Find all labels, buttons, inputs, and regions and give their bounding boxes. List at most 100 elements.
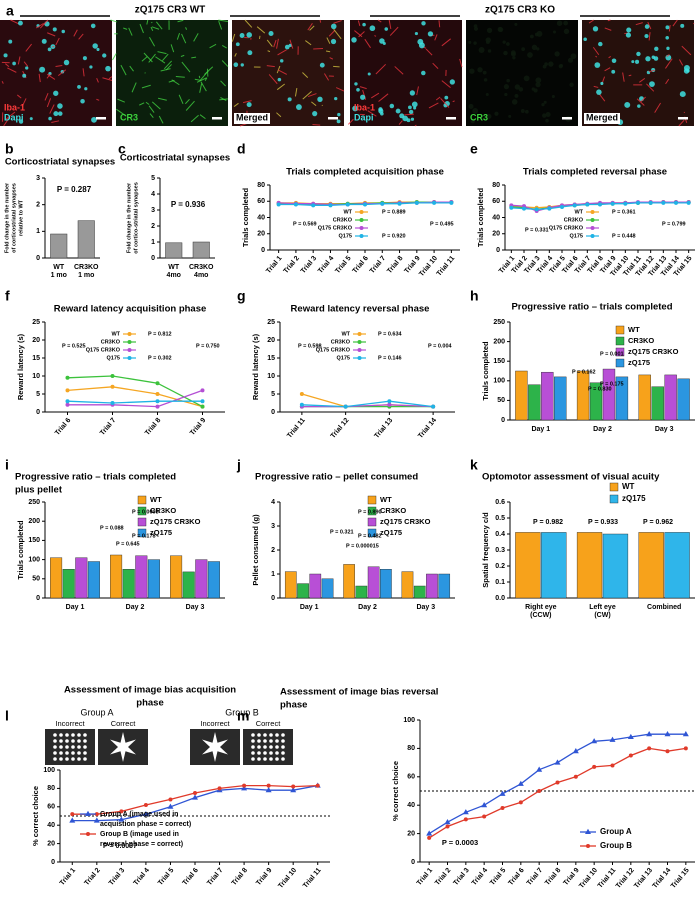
image-label: Iba-1 xyxy=(4,102,25,112)
point xyxy=(357,356,362,360)
legend-label: WT xyxy=(343,209,352,215)
group-title: zQ175 CR3 WT xyxy=(135,5,206,16)
bar xyxy=(426,573,438,599)
x-tick-label: Day 2 xyxy=(126,604,145,611)
nucleus xyxy=(246,102,252,108)
point xyxy=(241,785,248,791)
nucleus xyxy=(644,34,649,39)
cell-process xyxy=(16,94,22,99)
stimulus-dot xyxy=(269,739,273,743)
cell-process xyxy=(141,84,151,89)
nucleus xyxy=(611,58,617,64)
y-tick-label: 60 xyxy=(47,804,55,811)
nucleus xyxy=(520,109,525,113)
bar xyxy=(602,533,629,599)
x-tick-label: CR3KO xyxy=(189,264,214,271)
cell-process xyxy=(370,92,380,99)
cell-process xyxy=(277,69,288,75)
nucleus xyxy=(543,100,547,104)
legend-label: zQ175 xyxy=(628,358,650,367)
x-tick-label: Trial 12 xyxy=(330,417,351,440)
cell-process xyxy=(375,63,387,75)
p-value: P = 0.750 xyxy=(196,343,220,349)
y-tick-label: 0.4 xyxy=(495,531,505,538)
nucleus xyxy=(596,89,602,95)
point xyxy=(118,816,125,822)
cell-process xyxy=(681,45,692,56)
point xyxy=(155,404,160,409)
nucleus xyxy=(246,32,252,38)
cell-process xyxy=(256,26,266,34)
chart-title: Assessment of image bias acquisition xyxy=(64,685,236,696)
cell-process xyxy=(120,64,127,76)
nucleus xyxy=(472,108,479,114)
cell-process xyxy=(171,79,180,86)
legend-label: Q175 CR3KO xyxy=(316,347,351,353)
cell-process xyxy=(665,78,670,85)
point xyxy=(357,348,362,352)
nucleus xyxy=(637,104,641,108)
cell-process xyxy=(181,33,187,44)
x-tick-label: Trial 9 xyxy=(562,867,580,887)
nucleus xyxy=(478,46,485,53)
chart-title: Progressive ratio – pellet consumed xyxy=(255,472,418,483)
x-tick-label: Trial 9 xyxy=(189,417,207,437)
cell-process xyxy=(151,26,160,30)
legend-label: Group B xyxy=(600,841,632,850)
nucleus xyxy=(542,113,547,118)
p-value: P = 0.004 xyxy=(428,343,453,349)
nucleus xyxy=(504,92,508,97)
nucleus xyxy=(645,56,651,62)
cell-process xyxy=(209,43,217,49)
y-tick-label: 40 xyxy=(407,802,415,809)
y-tick-label: 3 xyxy=(36,175,40,182)
bar xyxy=(297,583,309,599)
y-tick-label: 1 xyxy=(36,228,40,235)
point xyxy=(276,202,281,207)
chart-title: Progressive ratio – trials completed xyxy=(15,472,176,483)
cell-process xyxy=(362,89,367,100)
cell-process xyxy=(149,37,156,47)
cell-process xyxy=(199,70,209,81)
cell-process xyxy=(158,97,167,101)
legend-label: CR3KO xyxy=(564,217,584,223)
cell-process xyxy=(10,19,20,25)
legend-label: Group A xyxy=(600,827,632,836)
cell-process xyxy=(635,22,643,26)
cell-process xyxy=(38,73,41,83)
y-tick-label: 50 xyxy=(32,576,40,583)
cell-process xyxy=(328,29,336,37)
micrograph xyxy=(0,20,112,126)
legend-label: Q175 CR3KO xyxy=(86,347,121,353)
x-tick-label: Trial 4 xyxy=(132,867,150,887)
x-tick-label: Trial 2 xyxy=(282,255,300,275)
cell-process xyxy=(151,101,161,110)
nucleus xyxy=(523,75,530,82)
bar xyxy=(192,241,210,259)
stimulus-dot xyxy=(59,739,63,743)
nucleus xyxy=(369,25,376,32)
x-tick-label: Combined xyxy=(647,604,681,611)
x-tick-label: CR3KO xyxy=(74,264,99,271)
y-tick-label: 20 xyxy=(407,830,415,837)
p-value: P = 0.634 xyxy=(378,331,403,337)
legend-label: zQ175 xyxy=(150,528,172,537)
y-axis-label: Trials completed xyxy=(241,187,250,247)
nucleus xyxy=(524,109,529,114)
p-value: P = 0.933 xyxy=(588,519,618,526)
cell-process xyxy=(220,80,226,87)
nucleus xyxy=(356,87,360,92)
x-tick-label: Trial 4 xyxy=(471,867,489,887)
legend-label: Q175 xyxy=(337,355,350,361)
legend-label: CR3KO xyxy=(101,339,121,345)
image-label: Merged xyxy=(586,112,618,122)
stimulus-dot xyxy=(71,757,75,761)
scale-bar xyxy=(562,117,572,120)
cell-process xyxy=(593,85,599,88)
p-value: P = 0.495 xyxy=(430,221,454,227)
y-tick-label: 0 xyxy=(151,255,155,262)
nucleus xyxy=(600,81,604,86)
nucleus xyxy=(483,78,488,82)
nucleus xyxy=(514,22,518,26)
nucleus xyxy=(331,23,337,30)
